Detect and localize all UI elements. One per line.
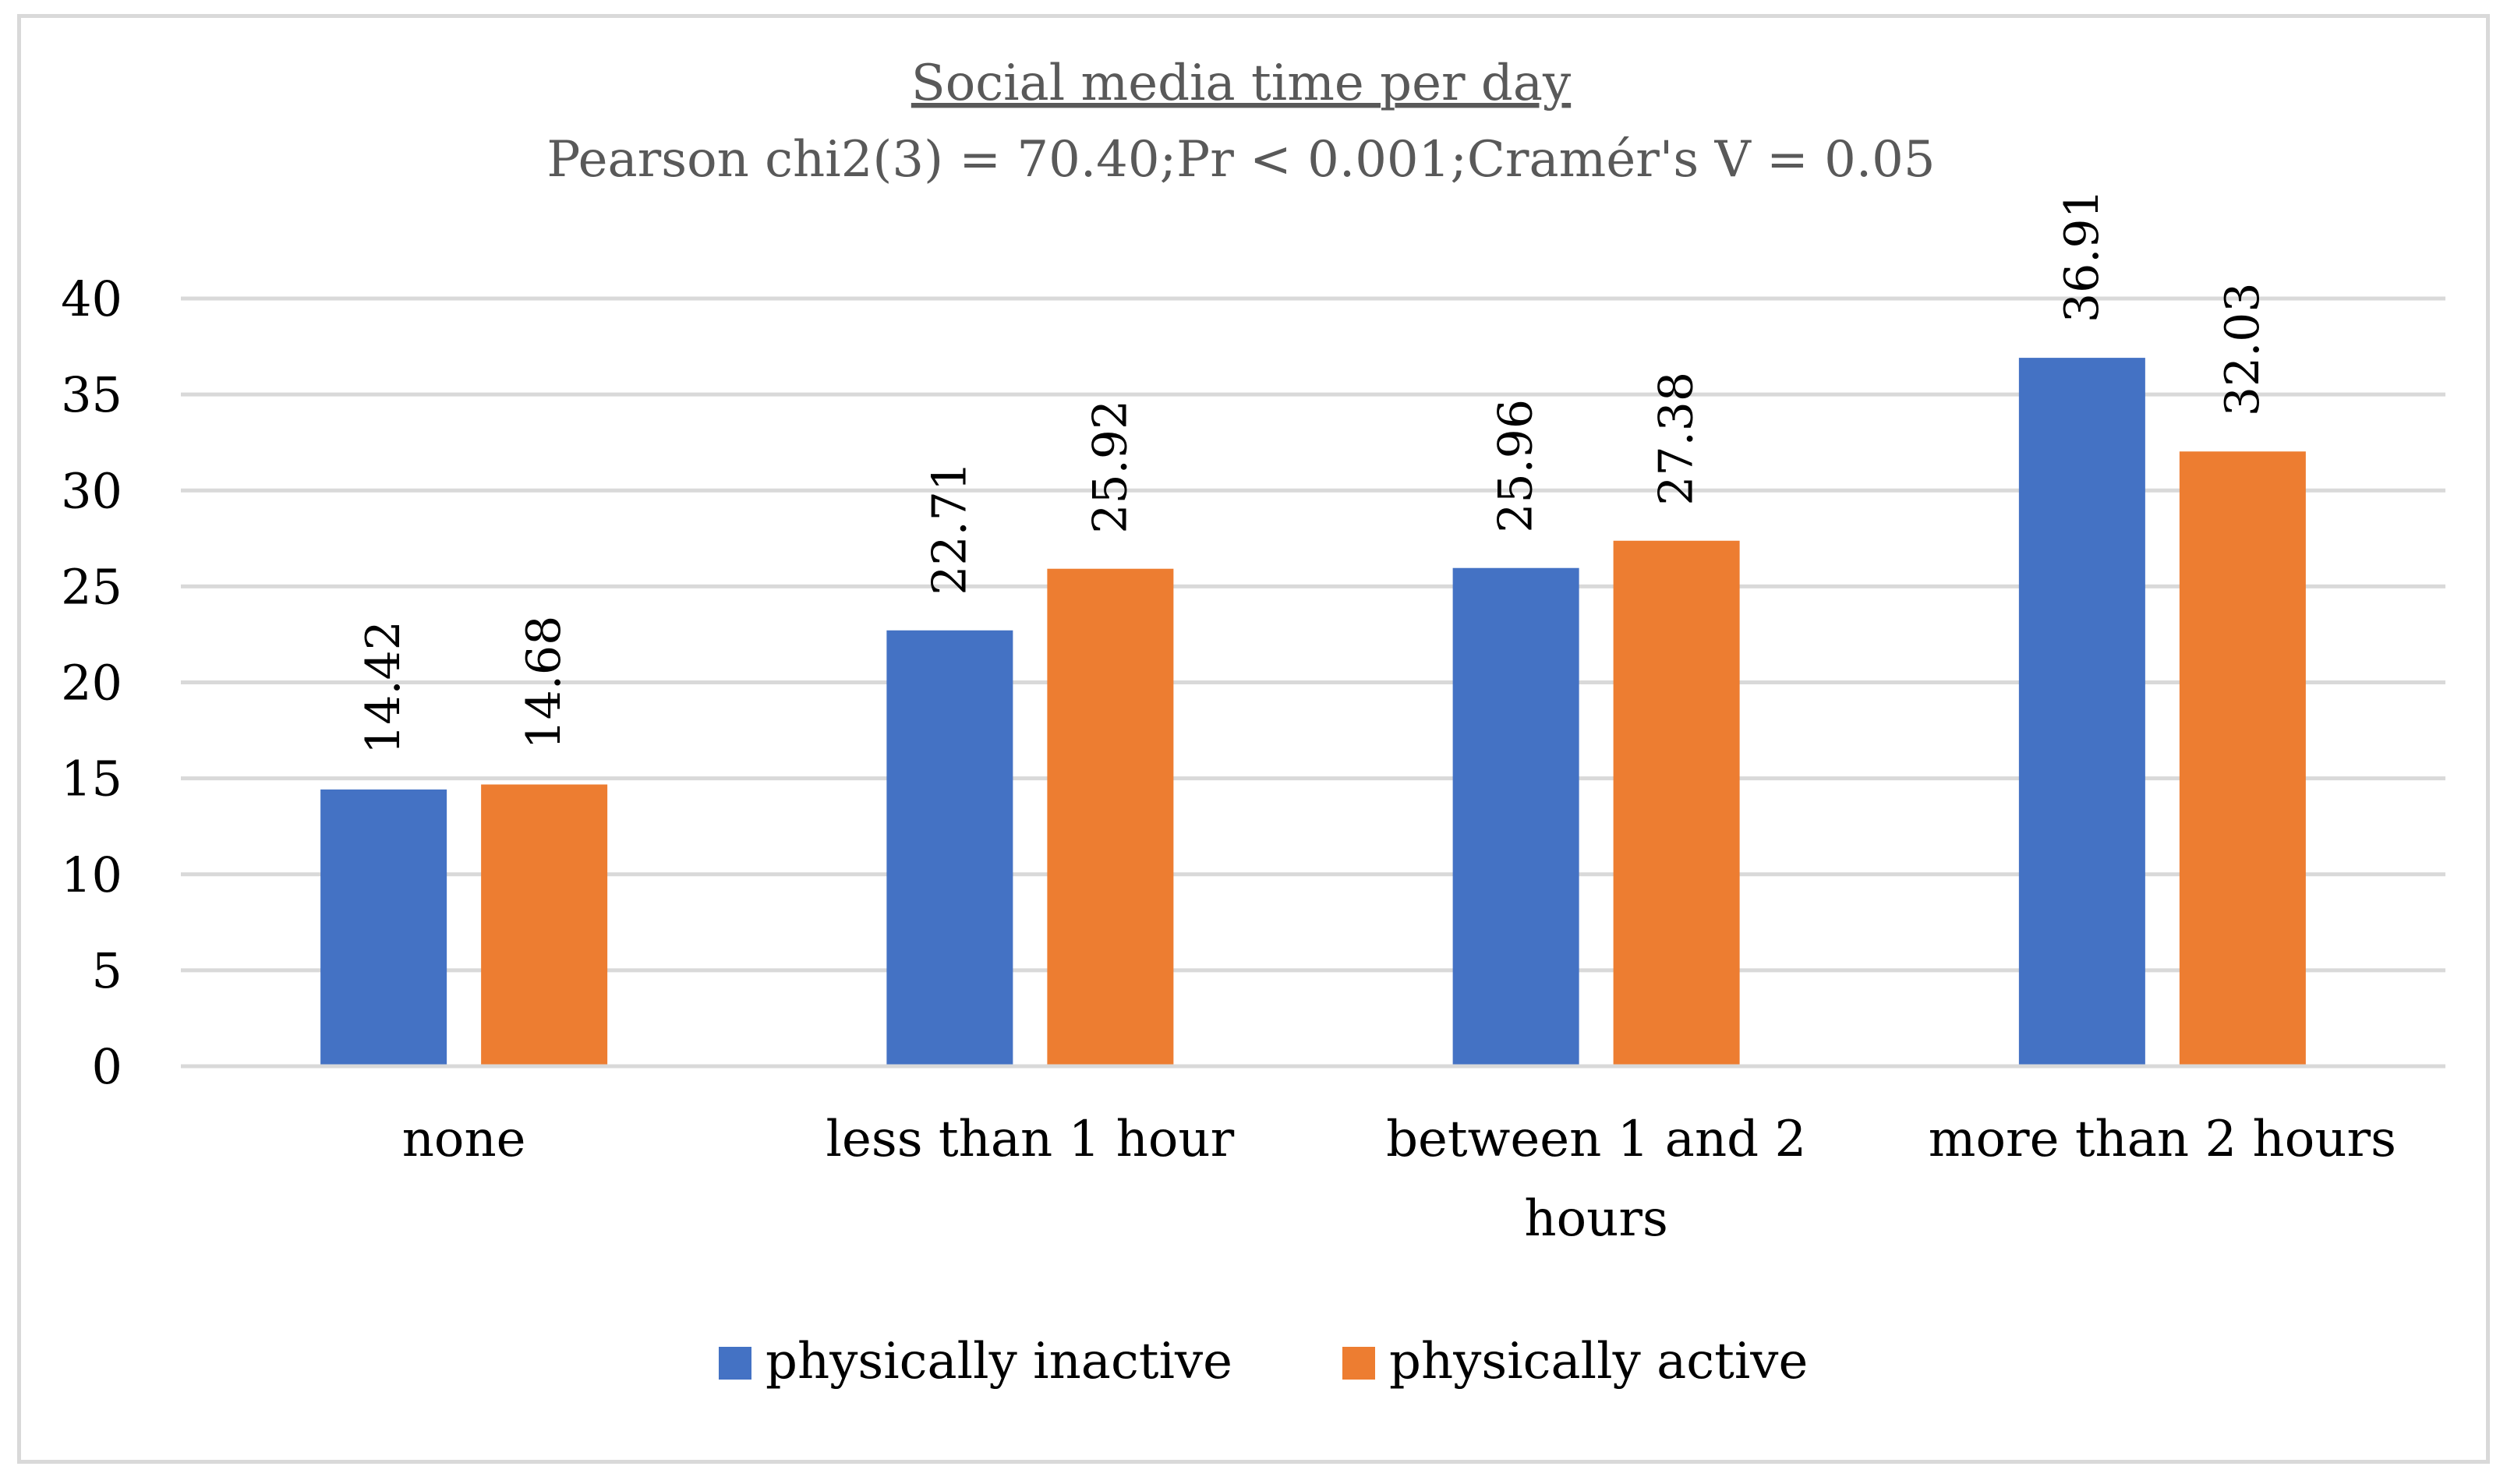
legend-swatch [1342, 1347, 1375, 1380]
legend-label: physically active [1389, 1333, 1808, 1390]
data-label: 14.68 [517, 616, 571, 750]
data-label: 36.91 [2055, 189, 2109, 323]
x-category-label: less than 1 hour [826, 1111, 1235, 1168]
bar-physically-inactive [1452, 567, 1579, 1066]
y-tick-label: 30 [61, 462, 122, 519]
y-tick-label: 5 [92, 942, 122, 999]
bar-physically-inactive [886, 630, 1013, 1066]
data-label: 14.42 [356, 620, 411, 754]
bars [320, 358, 2306, 1066]
bar-physically-active [1047, 568, 1174, 1066]
chart-subtitle: Pearson chi2(3) = 70.40;Pr < 0.001;Cramé… [546, 131, 1935, 189]
y-tick-label: 10 [61, 846, 122, 903]
data-label: 25.96 [1489, 399, 1543, 533]
y-tick-label: 15 [61, 751, 122, 807]
legend: physically inactive physically active [719, 1333, 1808, 1390]
x-category-label: none [402, 1111, 526, 1168]
y-tick-label: 25 [61, 558, 122, 615]
data-label: 27.38 [1650, 372, 1704, 506]
x-category-label: hours [1524, 1190, 1667, 1248]
chart-title: Social media time per day [911, 55, 1571, 112]
y-tick-label: 35 [61, 366, 122, 423]
y-tick-label: 40 [61, 270, 122, 327]
bar-physically-active [2179, 451, 2306, 1066]
chart-header: Social media time per day Pearson chi2(3… [546, 55, 1935, 189]
x-axis: none less than 1 hour between 1 and 2 hours… [181, 1064, 2445, 1248]
x-category-label: between 1 and 2 [1386, 1111, 1806, 1168]
data-label: 25.92 [1083, 400, 1137, 534]
data-labels: 14.42 14.68 22.71 25.92 25.96 27.38 36.91 32.03 [356, 189, 2270, 754]
bar-physically-active [481, 784, 608, 1066]
y-tick-label: 0 [92, 1038, 122, 1095]
bar-physically-inactive [2018, 358, 2145, 1066]
chart-frame: Social media time per day Pearson chi2(3… [17, 14, 2490, 1464]
y-tick-label: 20 [61, 655, 122, 712]
legend-label: physically inactive [766, 1333, 1232, 1390]
bar-chart: Social media time per day Pearson chi2(3… [61, 55, 2445, 1390]
legend-swatch [719, 1347, 751, 1380]
data-label: 32.03 [2215, 282, 2270, 416]
y-axis: 0 5 10 15 20 25 30 35 40 [61, 270, 122, 1095]
bar-physically-active [1613, 540, 1740, 1066]
x-category-label: more than 2 hours [1929, 1111, 2396, 1168]
bar-physically-inactive [320, 789, 447, 1066]
data-label: 22.71 [922, 461, 977, 595]
